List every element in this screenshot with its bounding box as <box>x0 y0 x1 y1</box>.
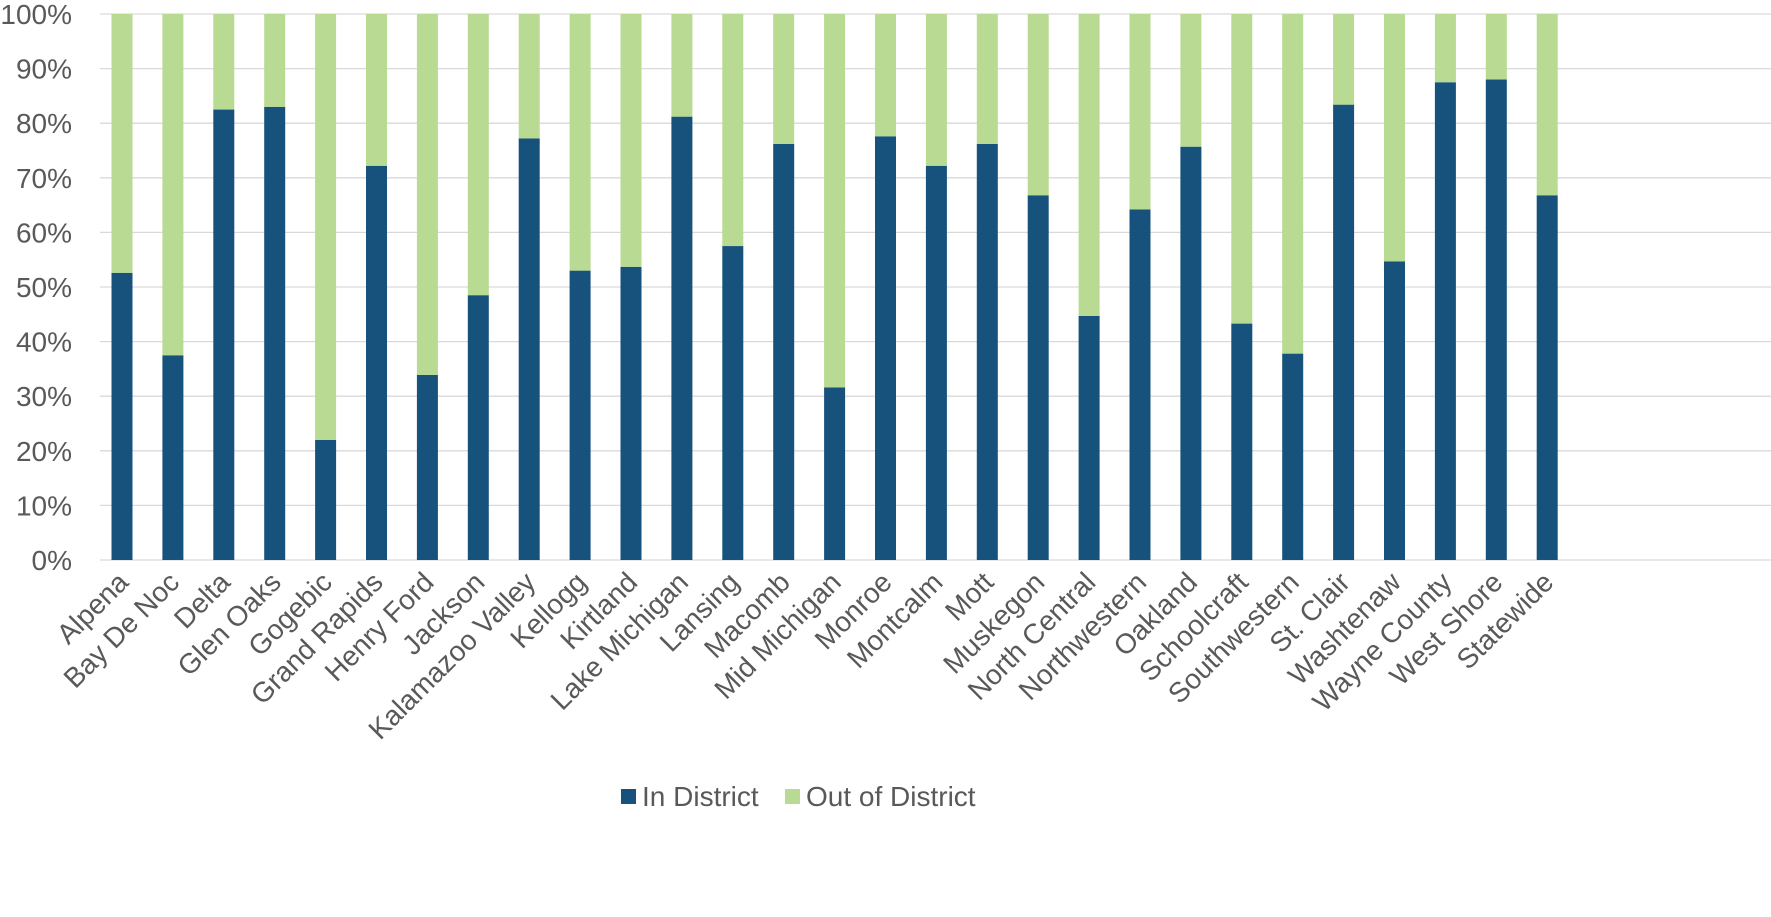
bar-out-of-district <box>1434 14 1456 83</box>
bar-out-of-district <box>264 14 286 107</box>
bar-out-of-district <box>569 14 591 271</box>
y-tick-label: 100% <box>0 0 72 30</box>
bar-in-district <box>569 270 591 560</box>
bar-in-district <box>1078 315 1100 560</box>
bar-in-district <box>467 295 489 560</box>
bar-out-of-district <box>111 14 133 273</box>
bar-in-district <box>671 116 693 560</box>
bar-in-district <box>366 165 387 560</box>
bar-in-district <box>1333 104 1355 561</box>
y-tick-label: 90% <box>16 54 72 85</box>
bar-out-of-district <box>467 14 489 296</box>
bar-in-district <box>315 439 337 560</box>
legend: In District Out of District <box>621 781 976 812</box>
bar-out-of-district <box>1231 14 1253 324</box>
y-tick-label: 40% <box>16 327 72 358</box>
bar-in-district <box>925 165 947 560</box>
legend-swatch <box>621 789 636 804</box>
bar-in-district <box>111 272 133 560</box>
bar-out-of-district <box>162 14 184 356</box>
y-tick-label: 70% <box>16 163 72 194</box>
bar-in-district <box>264 106 286 560</box>
bar-out-of-district <box>1485 14 1507 80</box>
bar-out-of-district <box>976 14 998 144</box>
bar-in-district <box>875 136 896 560</box>
legend-label: Out of District <box>806 781 976 812</box>
y-tick-label: 0% <box>32 545 72 576</box>
bar-in-district <box>1485 79 1507 561</box>
bar-out-of-district <box>518 14 540 139</box>
bar-in-district <box>722 246 744 561</box>
y-tick-label: 80% <box>16 108 72 139</box>
bar-in-district <box>1027 195 1049 560</box>
y-tick-label: 60% <box>16 217 72 248</box>
y-axis: 0% 10% 20% 30% 40% 50% 60% 70% 80% 90% 100% <box>0 0 72 576</box>
bar-in-district <box>773 143 795 560</box>
bar-in-district <box>1180 146 1202 561</box>
bar-out-of-district <box>1129 14 1151 210</box>
bar-out-of-district <box>1384 14 1405 262</box>
bar-out-of-district <box>1078 14 1100 316</box>
bars <box>111 14 1558 561</box>
bar-out-of-district <box>925 14 947 166</box>
bar-out-of-district <box>773 14 795 144</box>
legend-swatch <box>785 789 800 804</box>
bar-in-district <box>824 387 846 560</box>
bar-out-of-district <box>416 14 438 375</box>
bar-out-of-district <box>1180 14 1202 147</box>
bar-in-district <box>1129 209 1151 560</box>
y-tick-label: 50% <box>16 272 72 303</box>
y-tick-label: 30% <box>16 381 72 412</box>
bar-out-of-district <box>213 14 235 110</box>
bar-in-district <box>1536 195 1558 560</box>
bar-in-district <box>416 374 438 560</box>
bar-out-of-district <box>1282 14 1304 354</box>
bar-out-of-district <box>366 14 387 166</box>
bar-in-district <box>1231 323 1253 560</box>
bar-out-of-district <box>671 14 693 117</box>
bar-in-district <box>620 266 642 560</box>
bar-out-of-district <box>875 14 896 137</box>
bar-in-district <box>1434 82 1456 560</box>
bar-in-district <box>162 355 184 560</box>
bar-in-district <box>1282 353 1304 560</box>
bar-in-district <box>518 138 540 560</box>
bar-out-of-district <box>315 14 337 440</box>
bar-in-district <box>976 143 998 560</box>
legend-label: In District <box>642 781 759 812</box>
bar-out-of-district <box>620 14 642 267</box>
bar-out-of-district <box>1536 14 1558 196</box>
bar-in-district <box>1384 261 1405 560</box>
bar-out-of-district <box>1333 14 1355 105</box>
bar-out-of-district <box>824 14 846 388</box>
y-tick-label: 10% <box>16 490 72 521</box>
y-tick-label: 20% <box>16 436 72 467</box>
bar-out-of-district <box>1027 14 1049 196</box>
bar-in-district <box>213 109 235 561</box>
bar-out-of-district <box>722 14 744 247</box>
